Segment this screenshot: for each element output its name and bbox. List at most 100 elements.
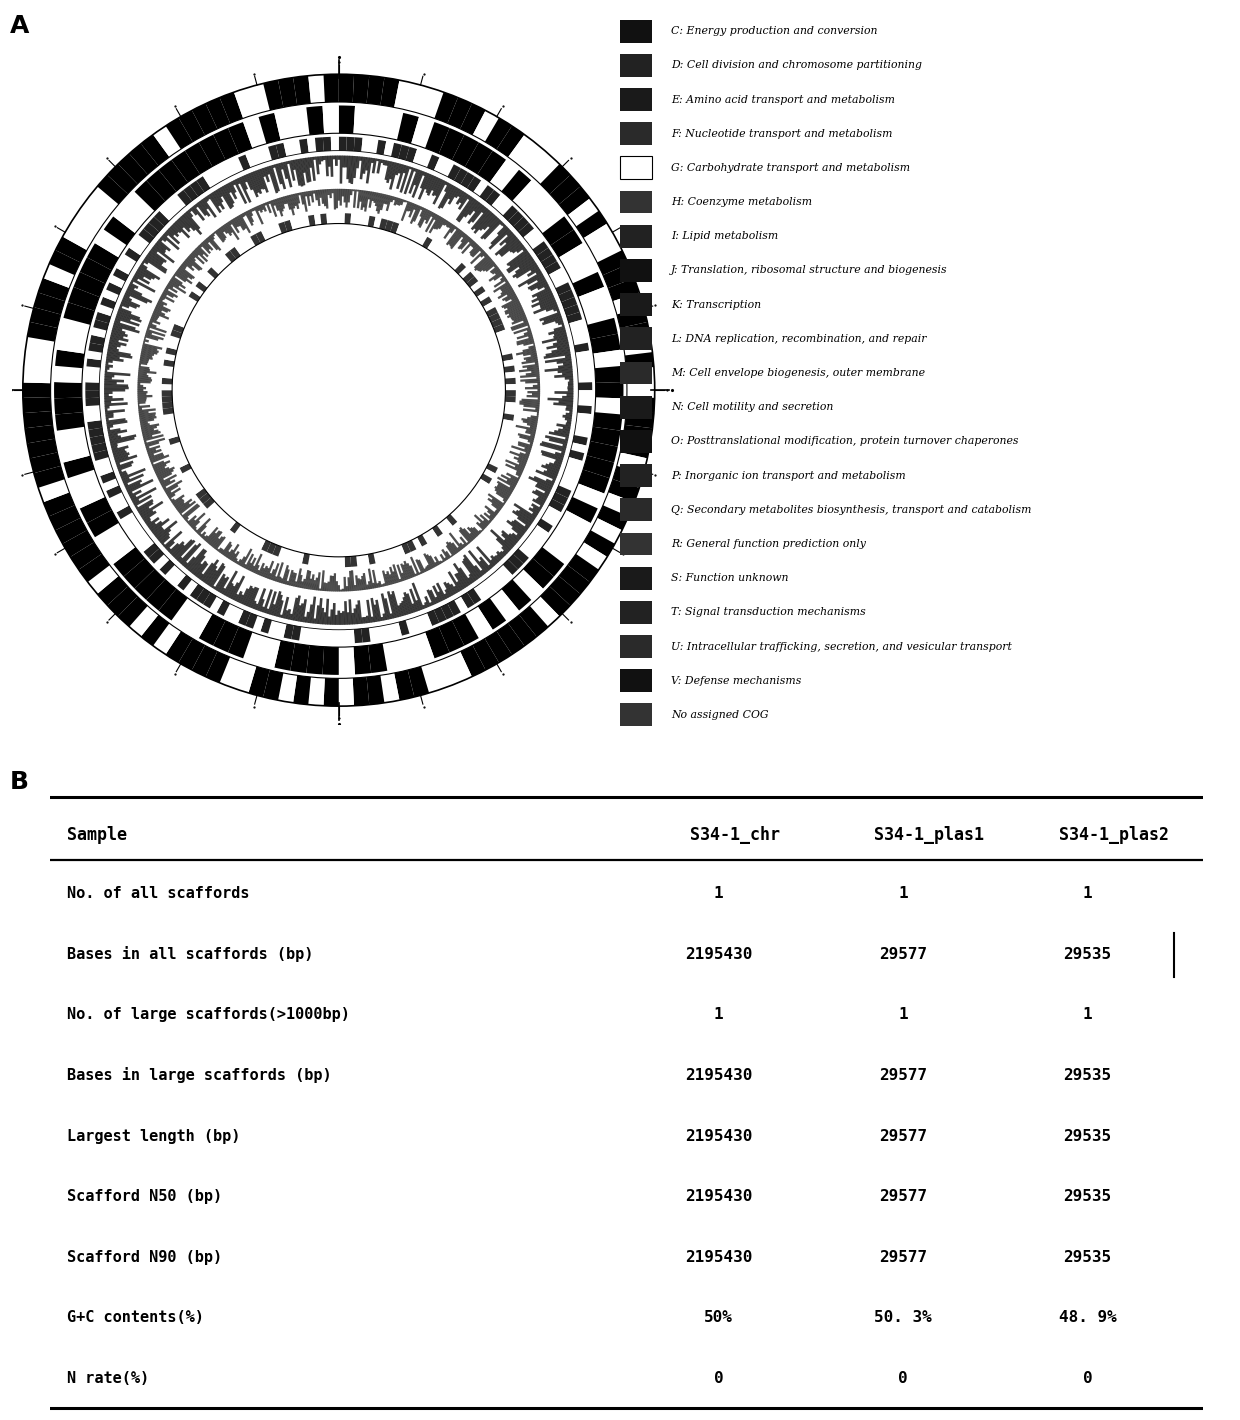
Wedge shape: [467, 176, 481, 192]
Wedge shape: [563, 362, 572, 365]
Wedge shape: [453, 613, 479, 646]
Wedge shape: [453, 562, 470, 586]
Wedge shape: [387, 591, 396, 619]
Wedge shape: [420, 172, 429, 189]
Wedge shape: [505, 372, 516, 379]
Wedge shape: [568, 383, 573, 386]
Wedge shape: [527, 267, 541, 277]
Wedge shape: [157, 471, 172, 481]
Wedge shape: [161, 294, 175, 302]
Wedge shape: [627, 382, 655, 398]
Wedge shape: [415, 599, 422, 611]
Wedge shape: [546, 463, 560, 471]
Wedge shape: [139, 409, 156, 412]
Wedge shape: [259, 568, 265, 577]
Wedge shape: [269, 604, 275, 615]
Wedge shape: [486, 190, 500, 206]
Wedge shape: [340, 613, 342, 625]
Wedge shape: [211, 506, 223, 517]
Wedge shape: [291, 160, 295, 170]
Text: Sample: Sample: [67, 825, 126, 843]
Wedge shape: [108, 429, 120, 433]
Wedge shape: [129, 143, 159, 175]
Wedge shape: [295, 568, 303, 588]
Wedge shape: [312, 190, 315, 193]
Wedge shape: [224, 251, 236, 263]
Wedge shape: [558, 369, 573, 373]
Wedge shape: [267, 166, 278, 193]
Wedge shape: [534, 490, 548, 498]
Wedge shape: [389, 567, 396, 584]
Wedge shape: [141, 345, 157, 351]
Wedge shape: [403, 592, 413, 613]
Wedge shape: [169, 436, 180, 444]
Wedge shape: [449, 532, 464, 550]
Wedge shape: [218, 187, 232, 209]
Wedge shape: [284, 569, 290, 585]
Wedge shape: [308, 158, 312, 168]
Wedge shape: [113, 268, 129, 281]
Wedge shape: [505, 294, 517, 302]
Text: V: Defense mechanisms: V: Defense mechanisms: [671, 676, 801, 686]
Wedge shape: [505, 463, 523, 473]
Wedge shape: [144, 223, 159, 237]
Wedge shape: [197, 525, 207, 535]
Wedge shape: [234, 662, 257, 693]
Wedge shape: [182, 561, 188, 567]
Bar: [620, 464, 652, 487]
Wedge shape: [415, 559, 424, 574]
Wedge shape: [108, 433, 118, 437]
Wedge shape: [215, 230, 224, 243]
Wedge shape: [434, 179, 444, 196]
Wedge shape: [145, 520, 151, 525]
Wedge shape: [407, 229, 417, 240]
Wedge shape: [131, 278, 156, 293]
Wedge shape: [314, 214, 321, 226]
Wedge shape: [461, 559, 477, 581]
Wedge shape: [517, 517, 531, 527]
Wedge shape: [549, 498, 564, 513]
Wedge shape: [448, 165, 461, 180]
Wedge shape: [517, 332, 532, 339]
Wedge shape: [565, 257, 598, 284]
Wedge shape: [290, 219, 299, 230]
Wedge shape: [321, 189, 324, 204]
Wedge shape: [303, 554, 310, 565]
Wedge shape: [372, 569, 378, 588]
Wedge shape: [55, 366, 83, 383]
Wedge shape: [479, 530, 482, 534]
Wedge shape: [434, 214, 439, 220]
Wedge shape: [422, 88, 444, 118]
Wedge shape: [339, 629, 347, 643]
Wedge shape: [239, 214, 250, 233]
Wedge shape: [444, 594, 449, 599]
Wedge shape: [500, 551, 506, 557]
Wedge shape: [316, 190, 320, 206]
Wedge shape: [310, 596, 316, 623]
Wedge shape: [331, 136, 339, 151]
Wedge shape: [392, 564, 401, 582]
Wedge shape: [247, 586, 257, 608]
Wedge shape: [525, 524, 529, 530]
Wedge shape: [306, 192, 311, 206]
Bar: [620, 669, 652, 692]
Wedge shape: [279, 197, 285, 209]
Wedge shape: [146, 327, 150, 329]
Wedge shape: [159, 298, 164, 301]
Text: 29535: 29535: [1064, 1250, 1111, 1265]
Wedge shape: [513, 456, 527, 463]
Wedge shape: [320, 213, 327, 224]
Wedge shape: [319, 588, 321, 591]
Wedge shape: [516, 534, 522, 540]
Wedge shape: [112, 331, 128, 338]
Wedge shape: [103, 479, 119, 491]
Wedge shape: [135, 569, 165, 599]
Wedge shape: [497, 481, 513, 491]
Wedge shape: [474, 285, 486, 297]
Text: 0: 0: [1083, 1372, 1092, 1386]
Wedge shape: [538, 398, 539, 400]
Wedge shape: [55, 412, 84, 430]
Wedge shape: [149, 322, 156, 328]
Wedge shape: [377, 159, 382, 173]
Wedge shape: [501, 579, 531, 611]
